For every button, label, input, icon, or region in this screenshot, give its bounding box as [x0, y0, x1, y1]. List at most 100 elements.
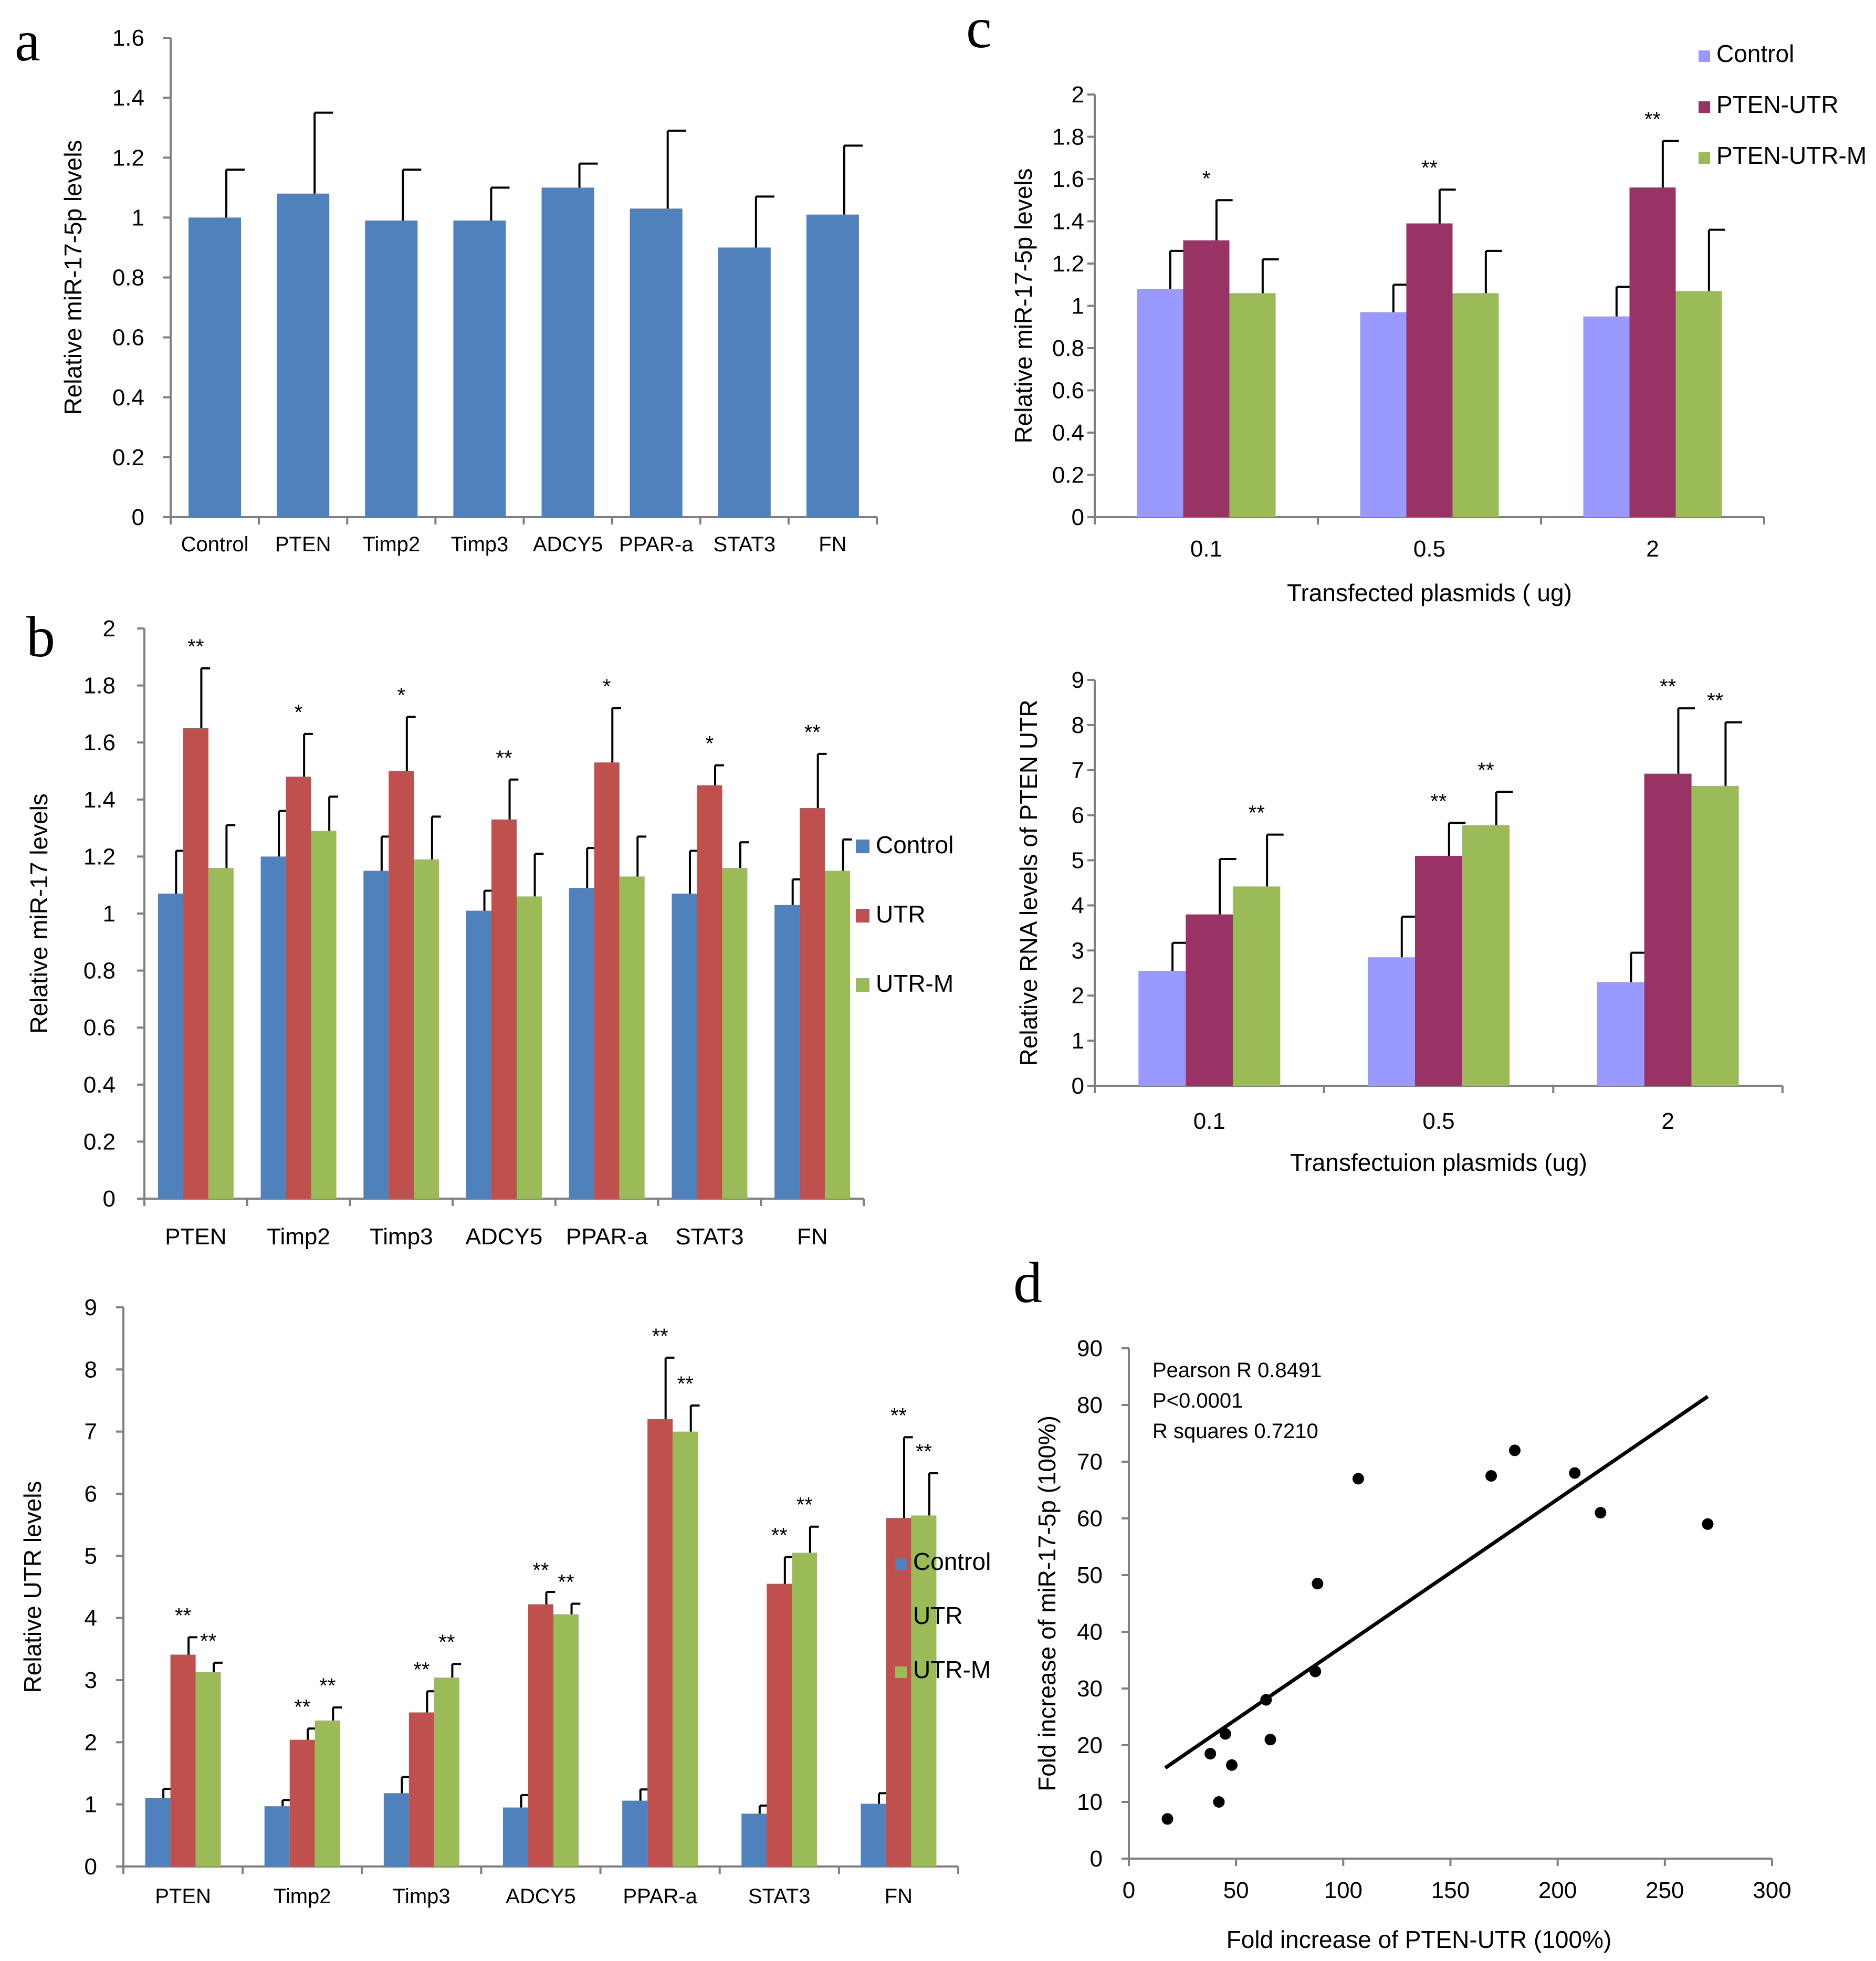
y-tick-label: 1 — [103, 901, 116, 927]
bar-utr — [594, 762, 620, 1199]
y-tick-label: 3 — [1072, 938, 1084, 963]
scatter-point — [1264, 1734, 1276, 1746]
y-tick-label: 8 — [85, 1357, 97, 1382]
bar-utr-m — [434, 1677, 459, 1866]
stat-annotation: Pearson R 0.8491 — [1152, 1359, 1322, 1382]
category-label: Timp2 — [267, 1224, 330, 1250]
trend-line — [1164, 1394, 1709, 1770]
legend-swatch-utr-m — [856, 978, 869, 992]
bar-pten-utr-m — [1229, 293, 1276, 517]
stat-annotation: R squares 0.7210 — [1152, 1420, 1318, 1443]
y-tick-label: 0.8 — [112, 265, 144, 291]
significance-marker: ** — [890, 1404, 907, 1427]
category-label: PTEN — [165, 1224, 226, 1250]
significance-marker: * — [397, 684, 405, 707]
bar-control — [1137, 289, 1183, 517]
y-tick-label: 6 — [85, 1481, 97, 1507]
y-tick-label: 0.8 — [83, 958, 116, 984]
y-tick-label: 4 — [85, 1606, 97, 1631]
category-label: ADCY5 — [533, 533, 603, 556]
y-tick-label: 1 — [1072, 1028, 1084, 1054]
scatter-point — [1485, 1470, 1497, 1482]
bar-utr — [491, 819, 517, 1199]
category-label: PTEN — [275, 533, 331, 556]
y-tick-label: 0.6 — [83, 1015, 116, 1041]
significance-marker: ** — [771, 1524, 788, 1547]
category-label: PTEN — [155, 1885, 211, 1908]
scatter-point — [1226, 1759, 1238, 1771]
y-tick-label: 0.8 — [1052, 335, 1084, 361]
bar-value — [806, 214, 859, 517]
bar-utr-m — [208, 868, 234, 1199]
bar-utr-m — [722, 868, 748, 1199]
y-tick-label: 70 — [1077, 1449, 1103, 1475]
y-tick-label: 1 — [1072, 293, 1084, 319]
legend-swatch-utr-m — [895, 1666, 907, 1678]
significance-marker: ** — [413, 1658, 429, 1681]
y-tick-label: 9 — [85, 1295, 97, 1320]
bar-value — [453, 221, 506, 517]
category-label: Control — [181, 533, 249, 556]
bar-control — [622, 1800, 648, 1866]
significance-marker: ** — [916, 1440, 932, 1463]
y-tick-label: 50 — [1077, 1562, 1103, 1588]
legend-label-control: Control — [876, 831, 953, 858]
bar-control — [260, 856, 286, 1199]
y-tick-label: 1.8 — [83, 673, 116, 699]
y-tick-label: 80 — [1077, 1392, 1103, 1418]
y-tick-label: 1 — [85, 1792, 97, 1818]
bar-value — [630, 208, 683, 518]
significance-marker: * — [295, 701, 303, 724]
bar-control — [741, 1813, 767, 1866]
y-tick-label: 20 — [1077, 1733, 1103, 1758]
significance-marker: * — [603, 675, 611, 698]
significance-marker: ** — [1707, 689, 1723, 712]
y-tick-label: 0 — [1072, 1073, 1084, 1099]
y-tick-label: 2 — [1072, 983, 1084, 1009]
y-tick-label: 90 — [1077, 1336, 1103, 1361]
y-tick-label: 5 — [1072, 848, 1084, 874]
chart-a: 0 0.2 0.4 0.6 0.8 1 1.2 1.4 1.6 Control PTEN Timp2 T… — [59, 25, 878, 556]
y-tick-label: 2 — [103, 616, 116, 642]
bar-utr-m — [619, 876, 645, 1199]
category-label: 0.5 — [1422, 1108, 1454, 1134]
category-label: PPAR-a — [623, 1885, 697, 1908]
x-axis-label: Fold increase of PTEN-UTR (100%) — [1227, 1926, 1612, 1953]
y-tick-label: 0 — [132, 505, 144, 530]
category-label: Timp2 — [274, 1885, 331, 1908]
y-axis-label: Relative miR-17-5p levels — [59, 140, 87, 415]
category-label: 0.1 — [1190, 536, 1222, 562]
significance-marker: ** — [558, 1570, 574, 1593]
y-tick-label: 7 — [85, 1419, 97, 1445]
legend-swatch-utr — [856, 909, 869, 922]
x-tick-label: 50 — [1223, 1878, 1249, 1903]
bar-pten-utr-m — [1462, 825, 1510, 1086]
bar-utr — [289, 1739, 315, 1866]
bar-control — [383, 1793, 409, 1866]
bar-utr-m — [195, 1672, 221, 1866]
significance-marker: ** — [319, 1674, 336, 1697]
legend-label-pten-utr-m: PTEN-UTR-M — [1716, 142, 1867, 169]
bar-control — [672, 893, 697, 1199]
significance-marker: ** — [187, 635, 204, 658]
bar-control — [569, 888, 594, 1199]
y-tick-label: 1.8 — [1052, 124, 1084, 150]
category-label: Timp3 — [451, 533, 509, 556]
chart-b-top: 0 0.2 0.4 0.6 0.8 1 1.2 1.4 1.6 1.8 2 PTEN Timp2 Timp… — [25, 616, 953, 1250]
bar-utr — [767, 1584, 792, 1866]
y-tick-label: 1 — [132, 205, 144, 230]
significance-marker: * — [1202, 167, 1211, 190]
category-label: Timp2 — [362, 533, 420, 556]
y-tick-label: 0.2 — [112, 445, 144, 470]
bar-utr — [800, 808, 825, 1199]
category-label: ADCY5 — [466, 1224, 543, 1250]
category-label: PPAR-a — [566, 1224, 648, 1250]
significance-marker: ** — [677, 1372, 694, 1396]
legend-label-utr-m: UTR-M — [913, 1656, 991, 1683]
significance-marker: ** — [496, 747, 512, 770]
category-label: ADCY5 — [506, 1885, 575, 1908]
category-label: Timp3 — [370, 1224, 433, 1250]
legend-swatch-control — [1699, 50, 1710, 62]
y-tick-label: 5 — [85, 1543, 97, 1569]
category-label: 2 — [1646, 536, 1659, 562]
